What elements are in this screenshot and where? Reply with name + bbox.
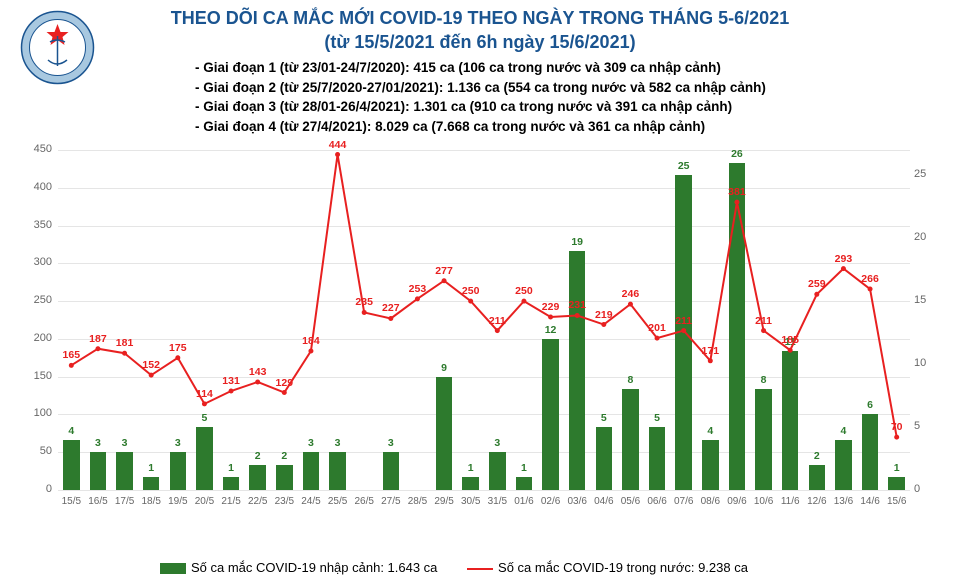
phase-summary: - Giai đoạn 1 (từ 23/01-24/7/2020): 415 … (195, 58, 766, 136)
phase-line: - Giai đoạn 2 (từ 25/7/2020-27/01/2021):… (195, 78, 766, 98)
phase-line: - Giai đoạn 3 (từ 28/01-26/4/2021): 1.30… (195, 97, 766, 117)
chart-legend: Số ca mắc COVID-19 nhập cảnh: 1.643 ca S… (160, 560, 748, 575)
legend-bar-swatch (160, 563, 186, 574)
legend-line-swatch (467, 568, 493, 570)
phase-line: - Giai đoạn 4 (từ 27/4/2021): 8.029 ca (… (195, 117, 766, 137)
chart-subtitle: (từ 15/5/2021 đến 6h ngày 15/6/2021) (0, 32, 960, 53)
covid-chart: 050100150200250300350400450051015202515/… (28, 150, 936, 530)
chart-title: THEO DÕI CA MẮC MỚI COVID-19 THEO NGÀY T… (0, 8, 960, 29)
legend-bars-text: Số ca mắc COVID-19 nhập cảnh: 1.643 ca (191, 560, 437, 575)
legend-line-text: Số ca mắc COVID-19 trong nước: 9.238 ca (498, 560, 748, 575)
phase-line: - Giai đoạn 1 (từ 23/01-24/7/2020): 415 … (195, 58, 766, 78)
